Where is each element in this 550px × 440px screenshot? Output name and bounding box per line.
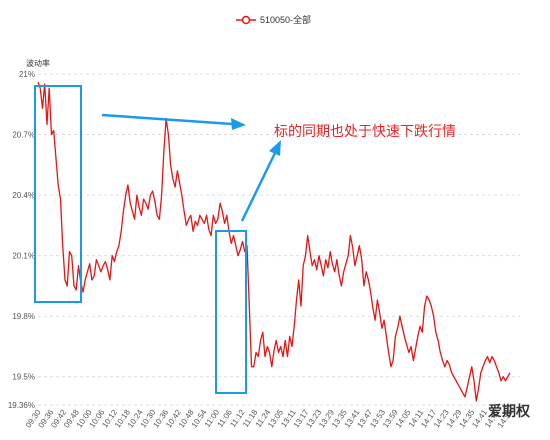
highlight-box-open <box>34 85 82 303</box>
legend-marker-icon <box>241 15 251 25</box>
watermark: 爱期权 <box>488 403 531 419</box>
y-tick-label: 20.1% <box>12 252 35 261</box>
y-tick-label: 19.36% <box>8 401 35 410</box>
series-layer <box>37 81 511 402</box>
highlight-box-midday <box>215 230 247 394</box>
y-axis-ticks: 21% 20.7% 20.4% 20.1% 19.8% 19.5% 19.36% <box>8 70 35 410</box>
annotation-text: 标的同期也处于快速下跌行情 <box>274 123 456 139</box>
grid-lines <box>38 73 520 406</box>
legend[interactable]: 510050-全部 <box>236 14 311 25</box>
legend-label: 510050-全部 <box>260 14 311 25</box>
y-axis-label: 波动率 <box>26 58 50 68</box>
series-line <box>37 81 511 402</box>
y-tick-label: 19.5% <box>12 373 35 382</box>
y-tick-label: 19.8% <box>12 312 35 321</box>
annotation-arrow-right <box>101 113 246 130</box>
y-tick-label: 20.4% <box>12 191 35 200</box>
y-tick-label: 21% <box>19 70 35 79</box>
annotation-arrow-up <box>240 140 281 222</box>
y-tick-label: 20.7% <box>12 131 35 140</box>
x-axis-ticks: 09:3009:3609:4209:4810:0010:0610:1210:18… <box>24 408 515 430</box>
